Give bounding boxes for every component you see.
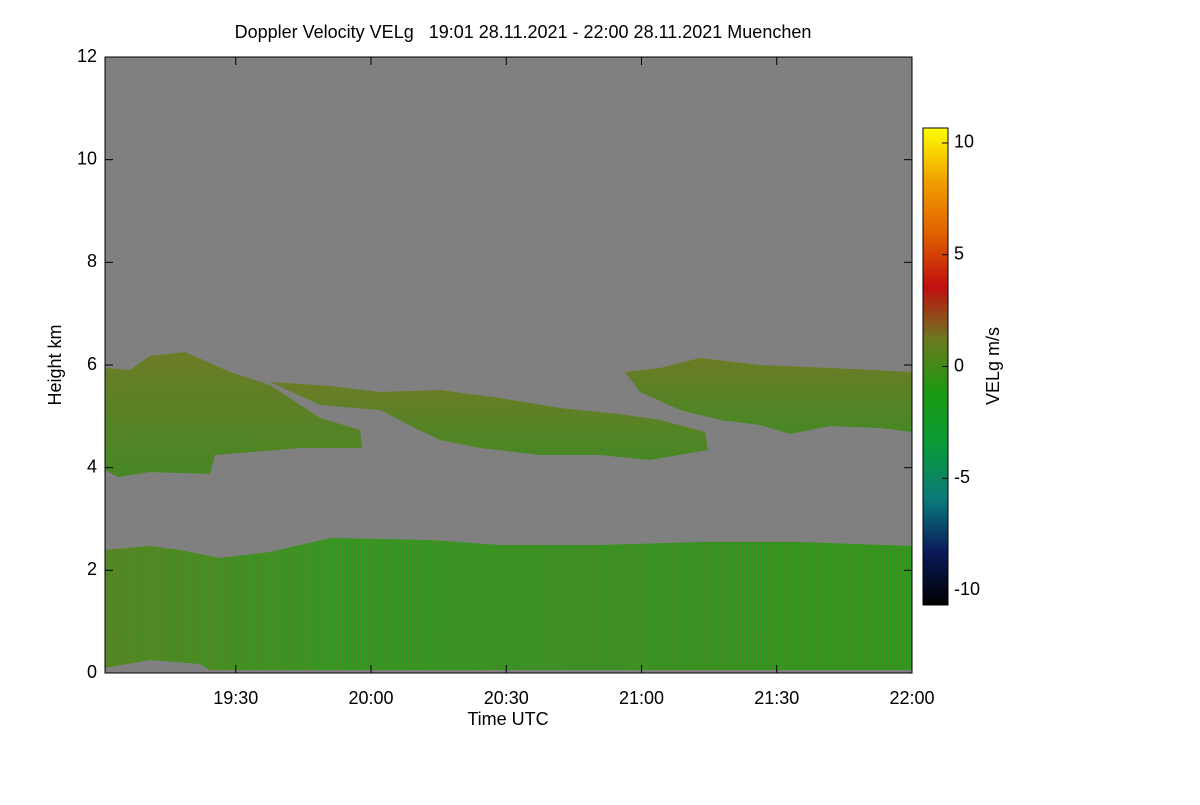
chart-title: Doppler Velocity VELg 19:01 28.11.2021 -…: [235, 22, 812, 42]
y-tick-label: 0: [87, 662, 97, 682]
x-tick-label: 19:30: [213, 688, 258, 708]
x-tick-label: 20:30: [484, 688, 529, 708]
colorbar-tick-label: 0: [954, 355, 964, 375]
colorbar-tick-label: -5: [954, 467, 970, 487]
colorbar-tick-label: 5: [954, 243, 964, 263]
colorbar-label: VELg m/s: [983, 327, 1003, 405]
echo-regions: [105, 352, 912, 670]
x-tick-label: 21:00: [619, 688, 664, 708]
y-tick-label: 12: [77, 46, 97, 66]
y-tick-label: 6: [87, 354, 97, 374]
y-tick-label: 4: [87, 456, 97, 476]
x-axis-label: Time UTC: [467, 709, 548, 729]
x-tick-label: 22:00: [889, 688, 934, 708]
y-tick-label: 8: [87, 251, 97, 271]
y-tick-label: 10: [77, 148, 97, 168]
y-tick-label: 2: [87, 559, 97, 579]
x-tick-label: 20:00: [348, 688, 393, 708]
y-axis-label: Height km: [45, 324, 65, 405]
colorbar-tick-label: 10: [954, 132, 974, 152]
colorbar-tick-label: -10: [954, 579, 980, 599]
x-tick-label: 21:30: [754, 688, 799, 708]
